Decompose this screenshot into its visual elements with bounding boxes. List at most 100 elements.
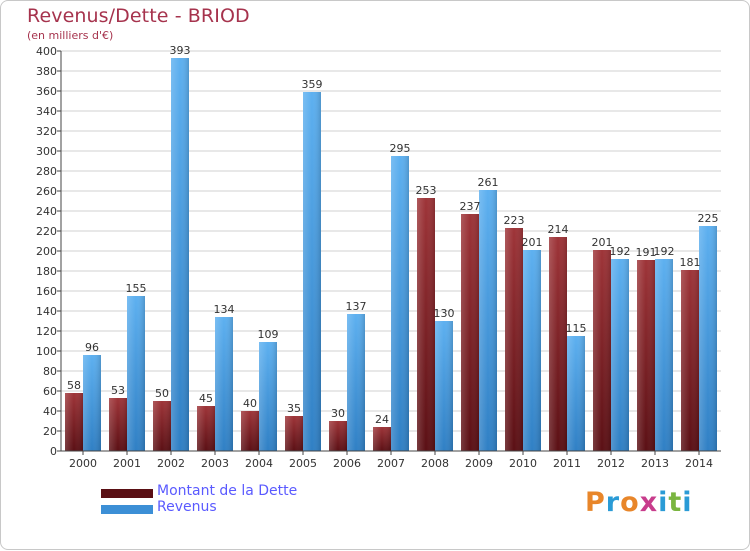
debt-bar-shade <box>461 214 479 451</box>
y-tick-label: 240 <box>36 205 57 218</box>
y-tick-label: 380 <box>36 65 57 78</box>
legend-label-revenue: Revenus <box>157 499 217 515</box>
axes <box>60 51 721 452</box>
debt-bar-shade <box>285 416 303 451</box>
x-tick-label: 2014 <box>685 457 713 470</box>
data-labels: 58 96 53 155 50 393 45 134 40 109 35 359 30 137 24 295 2… <box>67 44 719 426</box>
revenue-value-label: 130 <box>434 307 455 320</box>
revenue-value-label: 109 <box>258 328 279 341</box>
debt-value-label: 30 <box>331 407 345 420</box>
y-tick-label: 220 <box>36 225 57 238</box>
revenue-bar-shade <box>435 321 453 451</box>
y-tick-label: 200 <box>36 245 57 258</box>
debt-bar-shade <box>505 228 523 451</box>
revenue-bar-shade <box>215 317 233 451</box>
chart-title: Revenus/Dette - BRIOD <box>27 5 250 27</box>
debt-bar-shade <box>549 237 567 451</box>
revenue-value-label: 393 <box>170 44 191 57</box>
logo-letter: r <box>605 487 621 518</box>
revenue-value-label: 192 <box>610 245 631 258</box>
revenue-bar-shade <box>347 314 365 451</box>
x-tick-label: 2007 <box>377 457 405 470</box>
bars <box>65 58 717 451</box>
revenue-bar-shade <box>699 226 717 451</box>
x-tick-label: 2001 <box>113 457 141 470</box>
revenue-bar-shade <box>567 336 585 451</box>
debt-bar-shade <box>417 198 435 451</box>
x-tick-label: 2009 <box>465 457 493 470</box>
revenue-value-label: 192 <box>654 245 675 258</box>
debt-bar-shade <box>65 393 83 451</box>
logo-letter: i <box>682 487 693 518</box>
x-axis-ticks: 2000 2001 2002 2003 2004 2005 2006 2007 2008 2009… <box>69 451 713 470</box>
revenue-bar-shade <box>479 190 497 451</box>
revenue-value-label: 134 <box>214 303 235 316</box>
revenue-bar-shade <box>259 342 277 451</box>
debt-bar-shade <box>329 421 347 451</box>
y-tick-label: 280 <box>36 165 57 178</box>
debt-value-label: 40 <box>243 397 257 410</box>
debt-bar-shade <box>197 406 215 451</box>
revenue-bar-shade <box>127 296 145 451</box>
y-tick-label: 40 <box>43 405 57 418</box>
x-tick-label: 2004 <box>245 457 273 470</box>
y-tick-label: 400 <box>36 45 57 58</box>
x-tick-label: 2003 <box>201 457 229 470</box>
x-tick-label: 2006 <box>333 457 361 470</box>
y-tick-label: 320 <box>36 125 57 138</box>
y-tick-label: 340 <box>36 105 57 118</box>
logo-letter: t <box>668 487 683 518</box>
y-tick-label: 160 <box>36 285 57 298</box>
debt-bar-shade <box>637 260 655 451</box>
debt-value-label: 253 <box>416 184 437 197</box>
revenue-bar-shade <box>303 92 321 451</box>
debt-value-label: 191 <box>636 246 657 259</box>
debt-bar-shade <box>109 398 127 451</box>
y-tick-label: 80 <box>43 365 57 378</box>
debt-value-label: 58 <box>67 379 81 392</box>
proxiti-logo: Proxiti <box>585 487 693 518</box>
revenue-bar-shade <box>391 156 409 451</box>
revenue-value-label: 137 <box>346 300 367 313</box>
revenue-value-label: 261 <box>478 176 499 189</box>
y-tick-label: 140 <box>36 305 57 318</box>
revenue-value-label: 96 <box>85 341 99 354</box>
revenue-bar-shade <box>523 250 541 451</box>
logo-letter: P <box>585 487 606 518</box>
revenue-value-label: 359 <box>302 78 323 91</box>
logo-letter: o <box>620 487 640 518</box>
revenue-value-label: 295 <box>390 142 411 155</box>
x-tick-label: 2012 <box>597 457 625 470</box>
y-tick-label: 180 <box>36 265 57 278</box>
y-tick-label: 100 <box>36 345 57 358</box>
x-tick-label: 2013 <box>641 457 669 470</box>
logo-letter: i <box>658 487 669 518</box>
revenue-bar-shade <box>83 355 101 451</box>
debt-value-label: 24 <box>375 413 389 426</box>
y-tick-label: 20 <box>43 425 57 438</box>
legend-swatch-revenue <box>101 505 153 514</box>
debt-bar-shade <box>681 270 699 451</box>
revenue-value-label: 225 <box>698 212 719 225</box>
debt-value-label: 181 <box>680 256 701 269</box>
y-tick-label: 260 <box>36 185 57 198</box>
debt-bar-shade <box>241 411 259 451</box>
revenue-value-label: 155 <box>126 282 147 295</box>
y-tick-label: 60 <box>43 385 57 398</box>
debt-bar-shade <box>593 250 611 451</box>
y-tick-label: 0 <box>50 445 57 458</box>
revenue-bar-shade <box>655 259 673 451</box>
revenue-value-label: 201 <box>522 236 543 249</box>
x-tick-label: 2008 <box>421 457 449 470</box>
x-tick-label: 2005 <box>289 457 317 470</box>
debt-value-label: 223 <box>504 214 525 227</box>
debt-value-label: 201 <box>592 236 613 249</box>
debt-bar-shade <box>153 401 171 451</box>
revenue-value-label: 115 <box>566 322 587 335</box>
revenue-bar-shade <box>171 58 189 451</box>
legend-label-debt: Montant de la Dette <box>157 483 298 499</box>
debt-value-label: 50 <box>155 387 169 400</box>
x-tick-label: 2000 <box>69 457 97 470</box>
